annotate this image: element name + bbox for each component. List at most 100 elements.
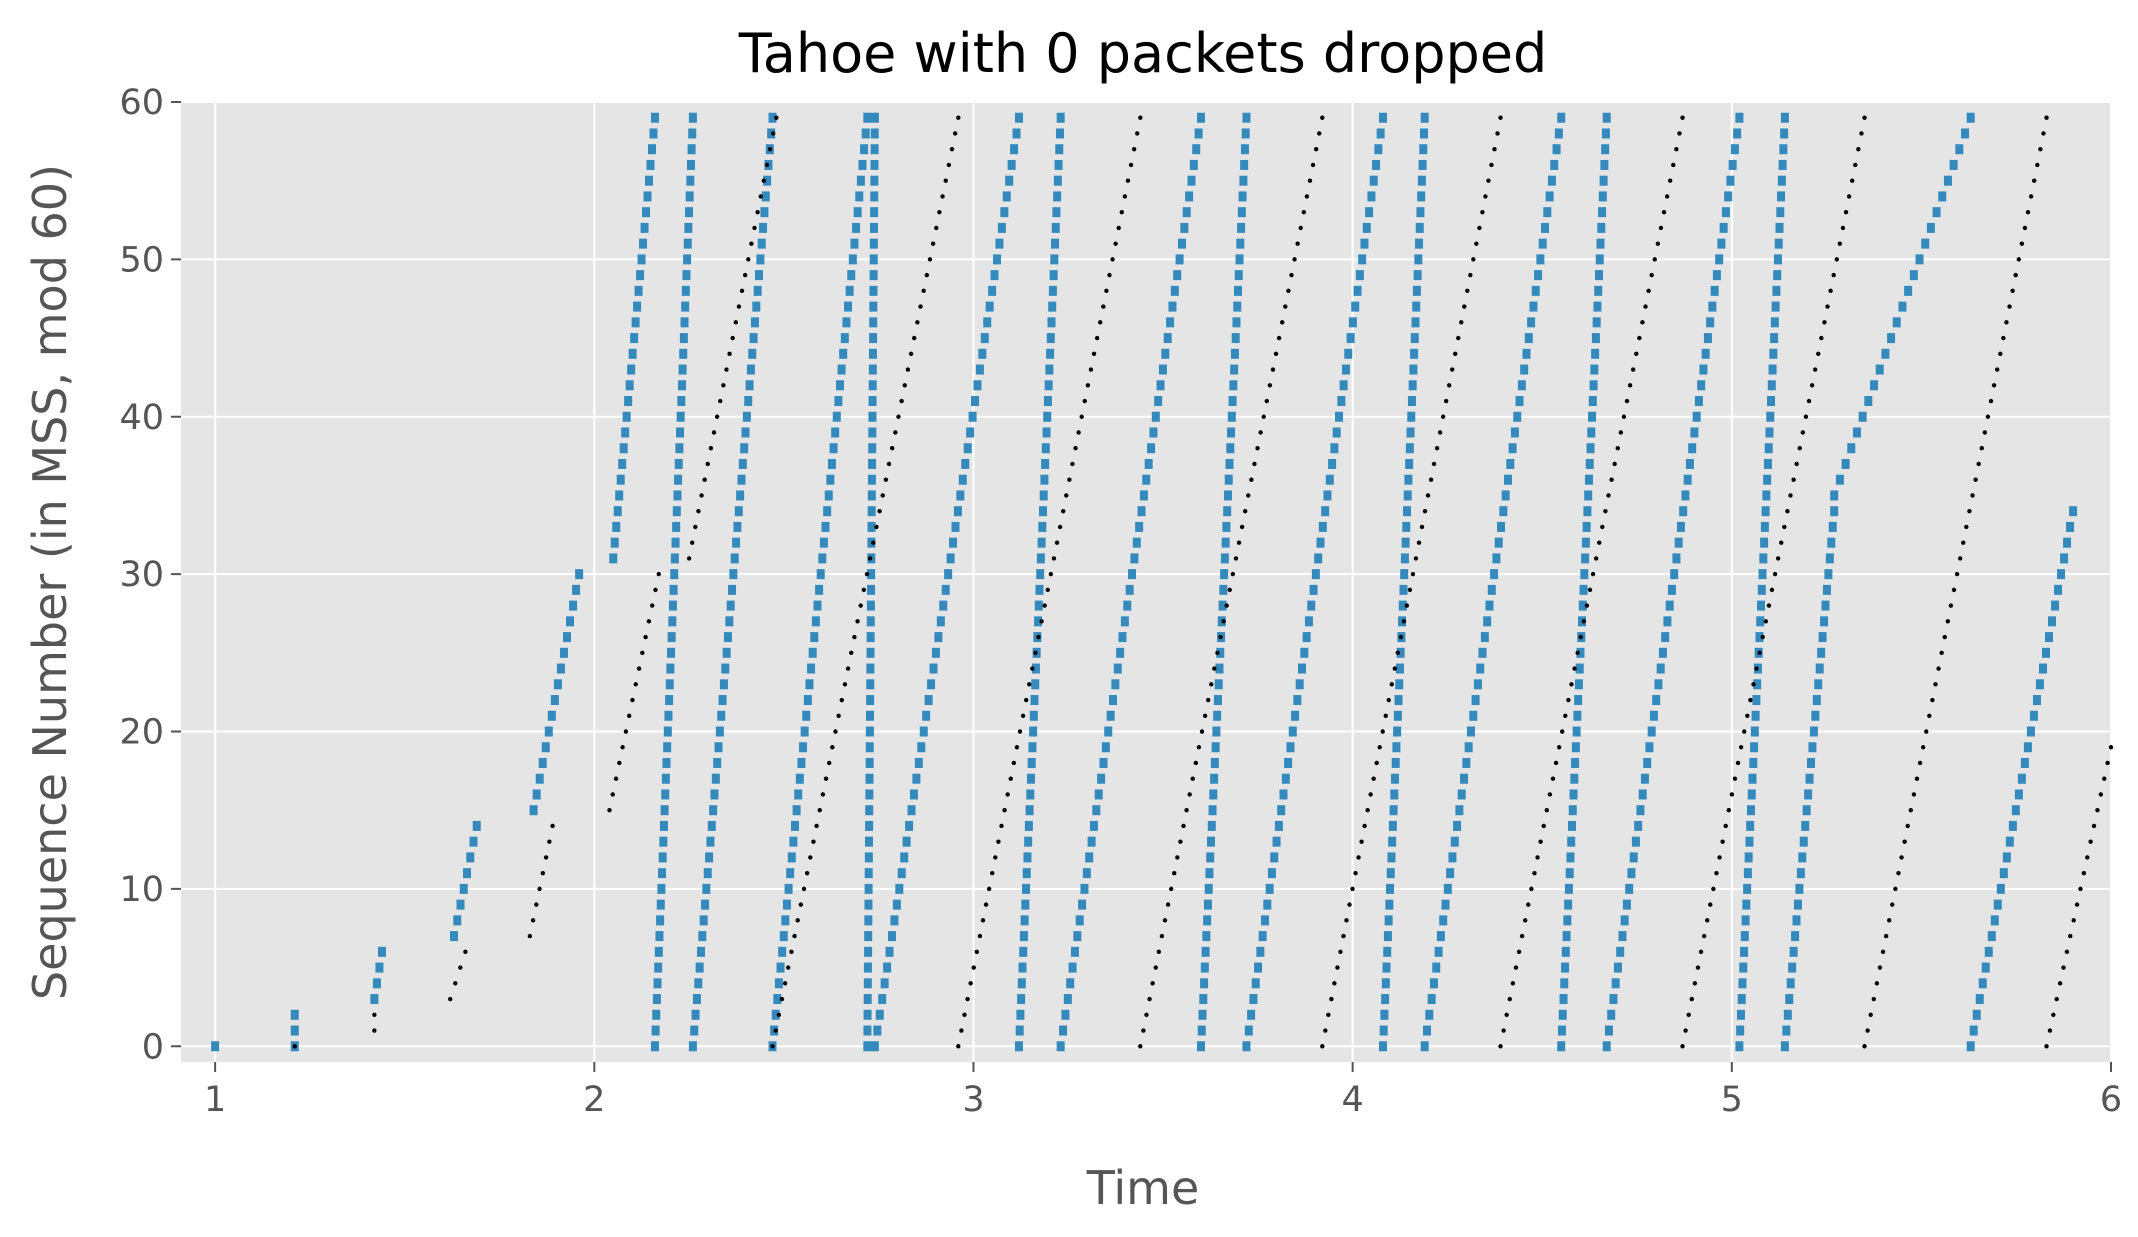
sent-packet-point — [1721, 207, 1730, 218]
sent-packet-point — [699, 915, 708, 926]
acked-packet-point — [607, 807, 612, 813]
acked-packet-point — [1705, 918, 1710, 923]
acked-packet-point — [1215, 650, 1220, 656]
sent-packet-point — [1355, 270, 1364, 281]
acked-packet-point — [1646, 288, 1651, 294]
sent-packet-point — [1643, 757, 1652, 768]
sent-packet-point — [1492, 553, 1501, 564]
acked-packet-point — [817, 807, 822, 813]
sent-packet-point — [706, 836, 715, 847]
sent-packet-point — [880, 978, 889, 989]
sent-packet-point — [666, 663, 675, 674]
sent-packet-point — [1733, 128, 1742, 139]
sent-packet-point — [867, 474, 876, 485]
sent-packet-point — [1681, 490, 1690, 501]
acked-packet-point — [1751, 682, 1756, 687]
sent-packet-point — [1258, 931, 1267, 942]
sent-packet-point — [1050, 254, 1059, 265]
acked-packet-point — [1689, 996, 1694, 1002]
sent-packet-point — [1969, 1025, 1978, 1036]
acked-packet-point — [1150, 981, 1155, 986]
sent-packet-point — [683, 238, 692, 249]
sent-packet-point — [1483, 616, 1492, 627]
acked-packet-point — [1905, 823, 1910, 829]
sent-packet-point — [1915, 254, 1924, 265]
sent-packet-point — [1203, 899, 1212, 910]
sent-packet-point — [1137, 506, 1146, 517]
acked-packet-point — [1526, 902, 1531, 907]
sent-packet-point — [870, 144, 879, 155]
acked-packet-point — [1652, 257, 1657, 262]
sent-packet-point — [1388, 820, 1397, 831]
sent-packet-point — [824, 490, 833, 501]
sent-packet-point — [779, 931, 788, 942]
sent-packet-point — [1249, 994, 1258, 1005]
sent-packet-point — [1517, 380, 1526, 391]
sent-packet-point — [1038, 521, 1047, 532]
sent-packet-point — [823, 506, 832, 517]
sent-packet-point — [529, 805, 538, 816]
sent-packet-point — [887, 931, 896, 942]
sent-packet-point — [1035, 584, 1044, 595]
acked-packet-point — [849, 650, 854, 656]
acked-packet-point — [1209, 682, 1214, 687]
sent-packet-point — [1024, 836, 1033, 847]
sent-packet-point — [702, 883, 711, 894]
sent-packet-point — [869, 333, 878, 344]
sent-packet-point — [1420, 1041, 1429, 1052]
sent-packet-point — [1789, 946, 1798, 957]
sent-packet-point — [1741, 915, 1750, 926]
sent-packet-point — [1672, 553, 1681, 564]
sent-packet-point — [1441, 899, 1450, 910]
acked-packet-point — [1809, 383, 1815, 388]
sent-packet-point — [1318, 521, 1327, 532]
sent-packet-point — [961, 458, 970, 469]
acked-packet-point — [761, 178, 767, 183]
sent-packet-point — [1070, 946, 1079, 957]
acked-packet-point — [2105, 760, 2110, 766]
sent-packet-point — [866, 600, 875, 611]
acked-packet-point — [2108, 745, 2114, 750]
sent-packet-point — [902, 836, 911, 847]
sent-packet-point — [1393, 726, 1402, 737]
sent-packet-point — [2066, 521, 2075, 532]
sent-packet-point — [787, 852, 796, 863]
sent-packet-point — [1043, 411, 1052, 422]
sent-packet-point — [1386, 868, 1395, 879]
acked-packet-point — [1782, 524, 1787, 530]
sent-packet-point — [978, 348, 987, 359]
sent-packet-point — [1443, 883, 1452, 894]
acked-packet-point — [1911, 792, 1917, 797]
sent-packet-point — [1066, 978, 1075, 989]
sent-packet-point — [2048, 616, 2057, 627]
acked-packet-point — [1683, 1028, 1688, 1033]
sent-packet-point — [1898, 301, 1907, 312]
sent-packet-point — [1037, 537, 1046, 548]
sent-packet-point — [1015, 1025, 1024, 1036]
sent-packet-point — [953, 506, 962, 517]
sent-packet-point — [749, 333, 758, 344]
sent-packet-point — [1411, 317, 1420, 328]
sent-packet-point — [1949, 159, 1958, 170]
sent-packet-point — [1776, 207, 1785, 218]
sent-packet-point — [1403, 506, 1412, 517]
sent-packet-point — [1571, 757, 1580, 768]
sent-packet-point — [924, 695, 933, 706]
sent-packet-point — [870, 191, 879, 202]
sent-packet-point — [1835, 474, 1844, 485]
acked-packet-point — [1005, 792, 1010, 797]
acked-packet-point — [1936, 666, 1941, 671]
y-tick-label: 30 — [119, 555, 164, 595]
acked-packet-point — [798, 902, 804, 907]
sent-packet-point — [832, 411, 841, 422]
sent-packet-point — [1740, 931, 1749, 942]
acked-packet-point — [1680, 115, 1685, 120]
sent-packet-point — [1809, 726, 1818, 737]
sent-packet-point — [656, 899, 665, 910]
acked-packet-point — [1590, 571, 1596, 577]
acked-packet-point — [782, 981, 788, 986]
sent-packet-point — [1466, 726, 1475, 737]
sent-packet-point — [1762, 490, 1771, 501]
sent-packet-point — [1406, 427, 1415, 438]
sent-packet-point — [1743, 868, 1752, 879]
